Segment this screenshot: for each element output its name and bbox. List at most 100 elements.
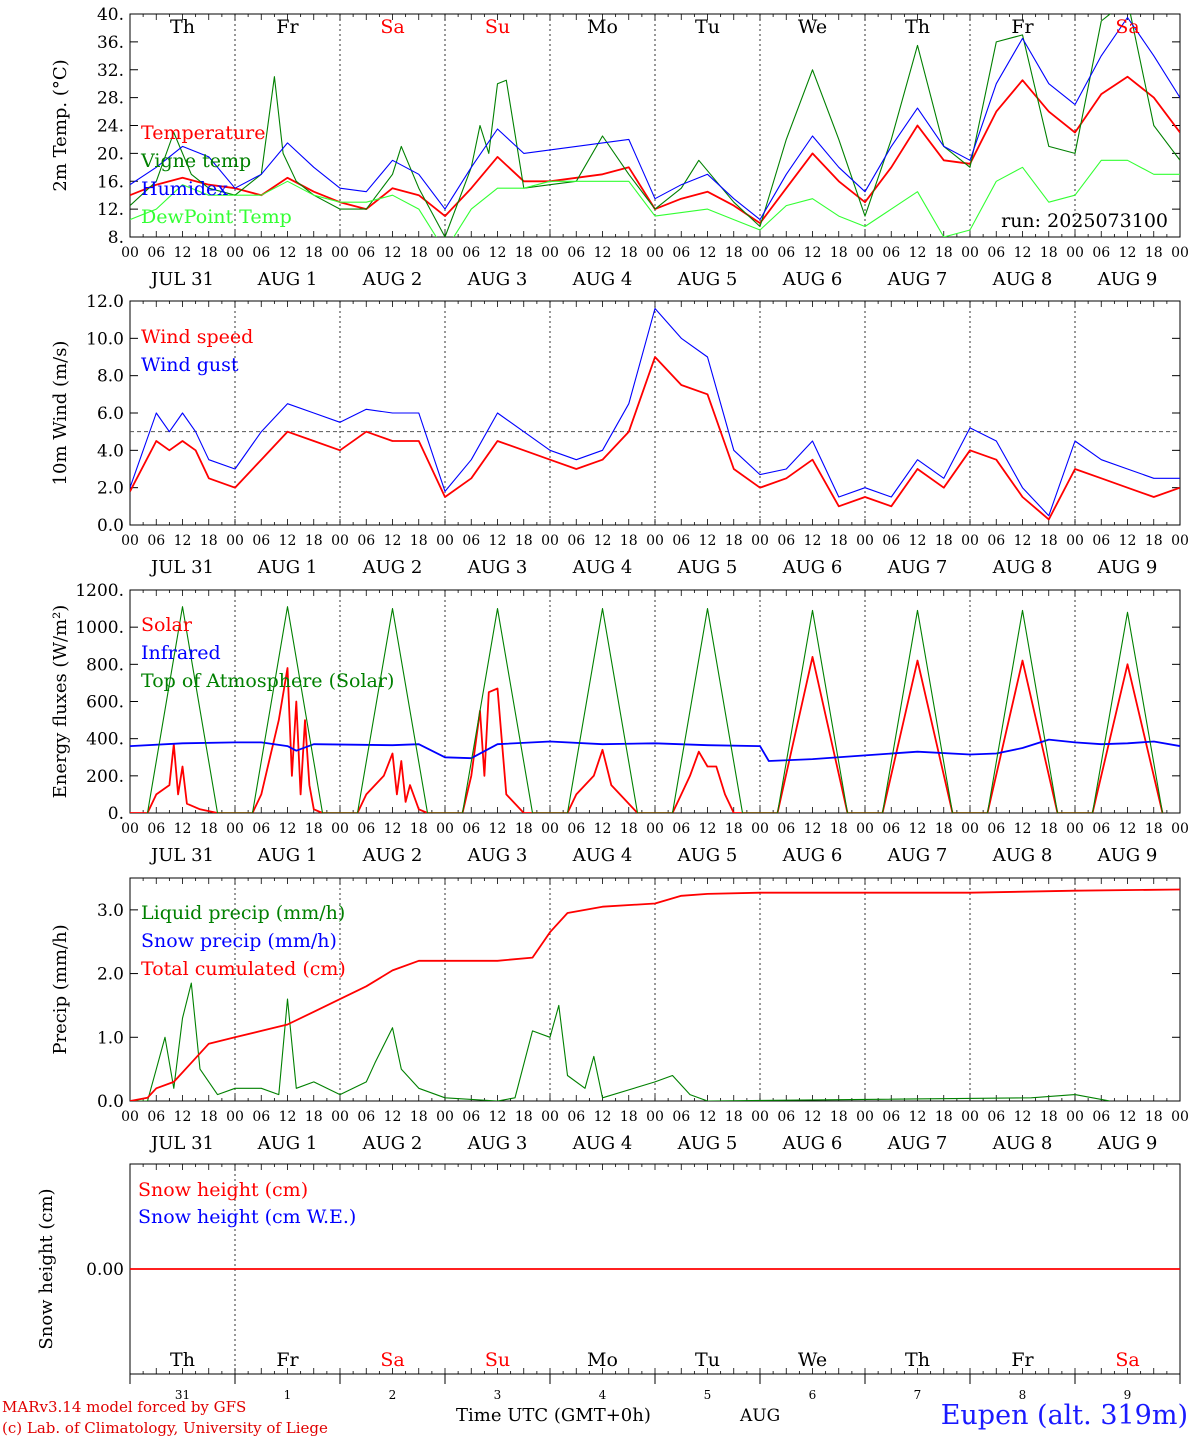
hour-label: 18 — [305, 821, 323, 837]
hour-label: 06 — [1092, 245, 1110, 261]
legend-entry: Solar — [141, 614, 193, 636]
hour-label: 00 — [751, 533, 769, 549]
hour-label: 12 — [909, 1109, 927, 1125]
hour-label: 06 — [357, 821, 375, 837]
date-label: JUL 31 — [149, 1133, 214, 1154]
y-tick-label: 28. — [97, 89, 124, 109]
date-label: AUG 5 — [677, 269, 738, 290]
hour-label: 18 — [935, 1109, 953, 1125]
date-label: AUG 7 — [887, 557, 948, 578]
hour-label: 18 — [515, 533, 533, 549]
hour-label: 00 — [541, 533, 559, 549]
hour-label: 06 — [462, 821, 480, 837]
hour-label: 12 — [174, 1109, 192, 1125]
hour-label: 12 — [174, 533, 192, 549]
hour-label: 18 — [410, 533, 428, 549]
y-tick-label: 400. — [86, 730, 124, 750]
date-label: AUG 7 — [887, 269, 948, 290]
hour-label: 18 — [1040, 533, 1058, 549]
hour-label: 12 — [384, 533, 402, 549]
y-tick-label: 0.0 — [97, 516, 124, 536]
hour-label: 00 — [646, 533, 664, 549]
hour-label: 18 — [305, 1109, 323, 1125]
hour-label: 00 — [1171, 533, 1189, 549]
hour-label: 18 — [725, 821, 743, 837]
date-label: AUG 8 — [992, 1133, 1053, 1154]
day-name: Tu — [695, 16, 720, 38]
hour-label: 00 — [436, 245, 454, 261]
legend-entry: Wind speed — [141, 326, 253, 348]
hour-label: 12 — [279, 821, 297, 837]
date-label: AUG 6 — [782, 269, 843, 290]
legend-entry: Snow height (cm W.E.) — [138, 1206, 356, 1228]
hour-label: 06 — [672, 533, 690, 549]
legend-entry: Infrared — [141, 642, 221, 664]
hour-label: 12 — [1119, 245, 1137, 261]
day-number: 6 — [809, 1388, 817, 1402]
hour-label: 12 — [804, 821, 822, 837]
hour-label: 00 — [961, 245, 979, 261]
hour-label: 12 — [1119, 533, 1137, 549]
hour-label: 18 — [620, 533, 638, 549]
hour-label: 18 — [515, 245, 533, 261]
model-credit: MARv3.14 model forced by GFS — [2, 1398, 247, 1416]
date-label: AUG 3 — [467, 845, 528, 866]
hour-label: 18 — [725, 1109, 743, 1125]
date-label: AUG 6 — [782, 1133, 843, 1154]
lab-credit: (c) Lab. of Climatology, University of L… — [2, 1419, 328, 1437]
y-axis-title: Energy fluxes (W/m²) — [50, 605, 71, 799]
hour-label: 00 — [226, 821, 244, 837]
hour-label: 00 — [1066, 533, 1084, 549]
hour-label: 12 — [1014, 533, 1032, 549]
y-tick-label: 200. — [86, 767, 124, 787]
legend-entry: Liquid precip (mm/h) — [141, 902, 345, 924]
date-label: AUG 4 — [572, 845, 633, 866]
hour-label: 12 — [699, 821, 717, 837]
hour-label: 06 — [987, 245, 1005, 261]
hour-label: 00 — [436, 1109, 454, 1125]
hour-label: 18 — [515, 1109, 533, 1125]
y-tick-label: 0. — [108, 804, 124, 824]
hour-label: 06 — [252, 245, 270, 261]
hour-label: 00 — [1066, 821, 1084, 837]
hour-label: 06 — [252, 821, 270, 837]
hour-label: 12 — [174, 821, 192, 837]
hour-label: 00 — [1171, 245, 1189, 261]
hour-label: 00 — [646, 245, 664, 261]
y-tick-label: 1200. — [75, 581, 124, 601]
day-number: 31 — [175, 1388, 190, 1402]
series-line-humidex — [130, 16, 1180, 221]
hour-label: 12 — [1014, 821, 1032, 837]
hour-label: 18 — [515, 821, 533, 837]
y-axis-title: Snow height (cm) — [36, 1188, 57, 1349]
legend-entry: Wind gust — [141, 354, 239, 376]
series-line-wind-speed — [130, 356, 1180, 521]
date-label: AUG 5 — [677, 1133, 738, 1154]
date-label: AUG 1 — [257, 845, 318, 866]
hour-label: 00 — [856, 1109, 874, 1125]
hour-label: 18 — [620, 1109, 638, 1125]
day-name: Mo — [587, 16, 618, 38]
date-label: AUG 1 — [257, 557, 318, 578]
y-tick-label: 6.0 — [97, 404, 124, 424]
y-tick-label: 8.0 — [97, 367, 124, 387]
hour-label: 00 — [646, 1109, 664, 1125]
hour-label: 00 — [1171, 1109, 1189, 1125]
hour-label: 12 — [489, 245, 507, 261]
time-axis-label: Time UTC (GMT+0h) — [456, 1405, 651, 1426]
y-tick-label: 12.0 — [86, 292, 124, 312]
hour-label: 12 — [489, 533, 507, 549]
hour-label: 06 — [462, 1109, 480, 1125]
hour-label: 06 — [462, 245, 480, 261]
date-label: AUG 3 — [467, 269, 528, 290]
hour-label: 18 — [1040, 1109, 1058, 1125]
hour-label: 12 — [699, 1109, 717, 1125]
date-label: AUG 5 — [677, 845, 738, 866]
day-name: Fr — [276, 1349, 299, 1371]
hour-label: 00 — [856, 533, 874, 549]
y-tick-label: 40. — [97, 5, 124, 25]
hour-label: 12 — [594, 533, 612, 549]
hour-label: 00 — [226, 533, 244, 549]
y-tick-label: 600. — [86, 693, 124, 713]
hour-label: 06 — [567, 1109, 585, 1125]
